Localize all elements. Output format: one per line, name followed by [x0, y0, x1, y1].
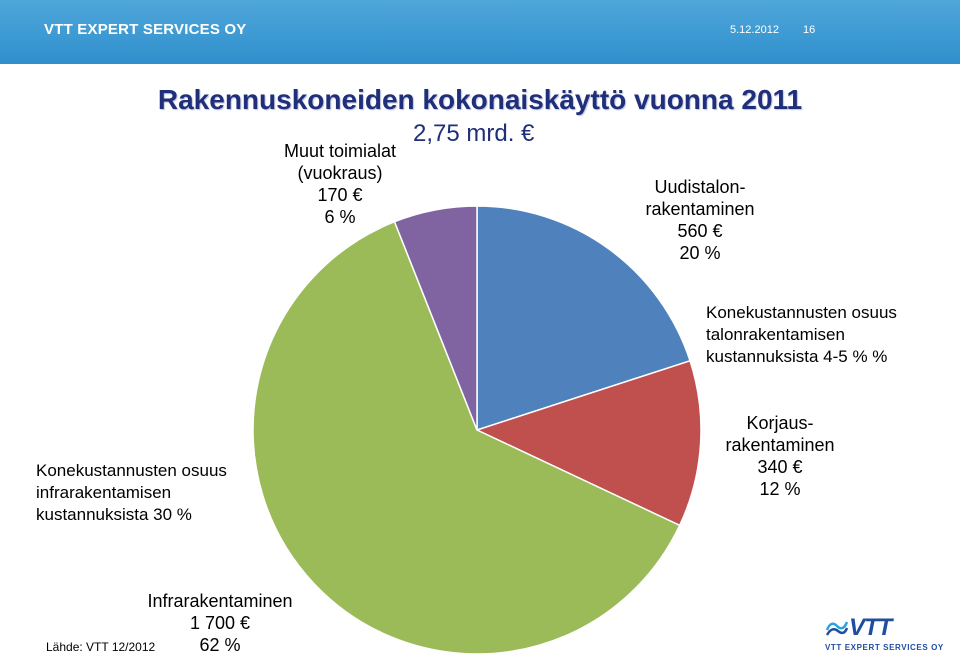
note-line: Konekustannusten osuus	[706, 303, 897, 322]
slice-label-amount: 170 €	[317, 185, 363, 205]
slice-label-amount: 560 €	[677, 221, 723, 241]
pie-slice-1	[474, 359, 702, 527]
logo-subtext: VTT EXPERT SERVICES OY	[825, 643, 944, 652]
note-talonrakentaminen: Konekustannusten osuus talonrakentamisen…	[706, 302, 897, 368]
chart-subtitle: 2,75 mrd. €	[413, 120, 535, 147]
slice-label-amount: 1 700 €	[189, 613, 251, 633]
pie-slice-3	[393, 205, 478, 431]
note-line: Konekustannusten osuus	[36, 461, 227, 480]
company-name: VTT EXPERT SERVICES OY	[44, 21, 247, 38]
note-line: kustannuksista 4-5 % %	[706, 347, 888, 366]
slice-label-percent: 20 %	[679, 243, 721, 263]
note-infrarakentaminen: Konekustannusten osuus infrarakentamisen…	[36, 460, 227, 526]
slice-label-korjaus: Korjaus- rakentaminen 340 € 12 %	[700, 412, 860, 500]
slice-label-uudistalo: Uudistalon- rakentaminen 560 € 20 %	[620, 176, 780, 264]
header-date: 5.12.2012	[730, 24, 779, 36]
slice-label-percent: 6 %	[324, 207, 356, 227]
vtt-logo: VTT VTT EXPERT SERVICES OY	[825, 614, 943, 654]
slice-label-muut: Muut toimialat (vuokraus) 170 € 6 %	[270, 140, 410, 228]
note-line: talonrakentamisen	[706, 325, 845, 344]
slice-label-name: Muut toimialat	[283, 141, 397, 161]
slice-label-name: Infrarakentaminen	[147, 591, 293, 611]
slice-label-name: Korjaus-	[746, 413, 814, 433]
chart-title: Rakennuskoneiden kokonaiskäyttö vuonna 2…	[157, 84, 803, 115]
slice-label-infra: Infrarakentaminen 1 700 € 62 %	[130, 590, 310, 656]
slice-label-name: rakentaminen	[645, 199, 755, 219]
slice-label-name: (vuokraus)	[297, 163, 383, 183]
slice-label-percent: 12 %	[759, 479, 801, 499]
slice-label-name: Uudistalon-	[654, 177, 746, 197]
note-line: kustannuksista 30 %	[36, 505, 192, 524]
pie-slice-0	[476, 205, 691, 432]
slice-label-amount: 340 €	[757, 457, 803, 477]
logo-text: VTT	[849, 614, 892, 641]
page-number: 16	[803, 24, 816, 36]
note-line: infrarakentamisen	[36, 483, 172, 502]
slice-label-name: rakentaminen	[725, 435, 835, 455]
slice-label-percent: 62 %	[199, 635, 241, 655]
logo-wave-icon	[825, 621, 849, 636]
source-note: Lähde: VTT 12/2012	[46, 640, 156, 654]
header-bar: VTT EXPERT SERVICES OY 5.12.2012 16	[0, 0, 960, 64]
pie-slice-2	[252, 220, 681, 655]
